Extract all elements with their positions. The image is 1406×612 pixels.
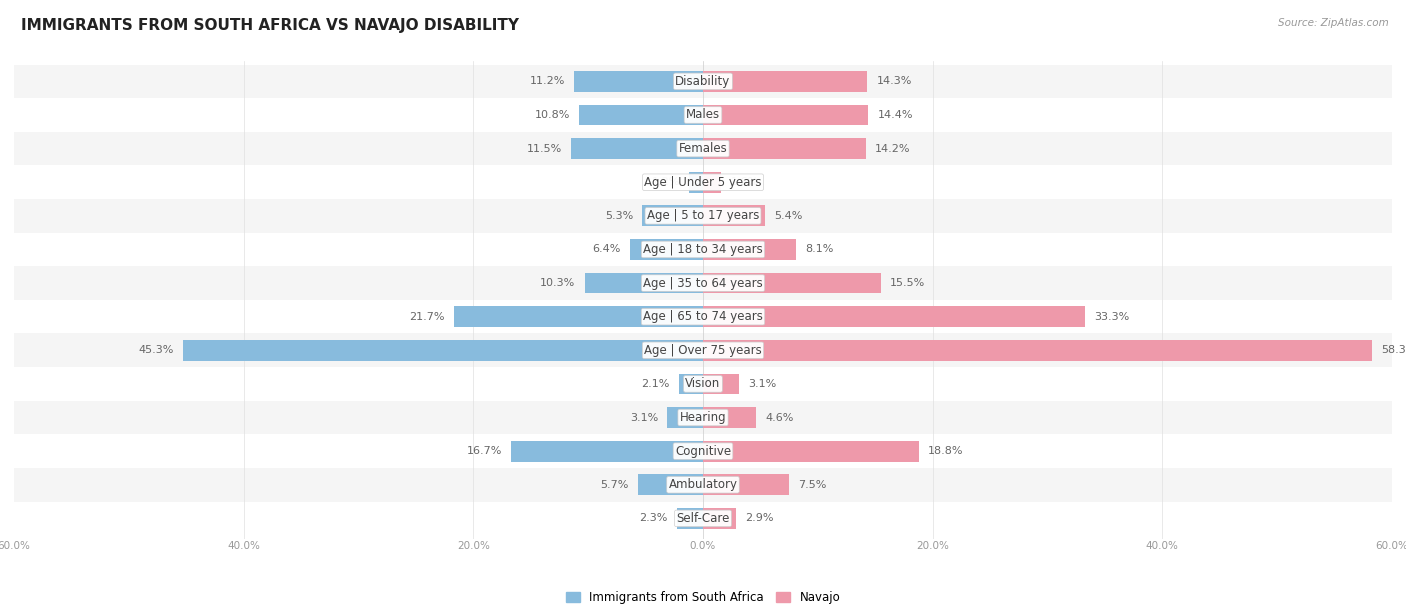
- Bar: [585, 273, 703, 294]
- Bar: [579, 105, 703, 125]
- Bar: [183, 340, 703, 360]
- Bar: [703, 71, 868, 92]
- Bar: [14, 266, 1392, 300]
- Text: 58.3%: 58.3%: [1382, 345, 1406, 356]
- Bar: [14, 468, 1392, 502]
- Bar: [703, 474, 789, 495]
- Bar: [703, 273, 882, 294]
- Text: Females: Females: [679, 142, 727, 155]
- Text: 15.5%: 15.5%: [890, 278, 925, 288]
- Text: 2.9%: 2.9%: [745, 513, 773, 523]
- Bar: [703, 306, 1085, 327]
- Text: Cognitive: Cognitive: [675, 445, 731, 458]
- Bar: [703, 508, 737, 529]
- Text: Self-Care: Self-Care: [676, 512, 730, 525]
- Text: 8.1%: 8.1%: [806, 244, 834, 255]
- Bar: [454, 306, 703, 327]
- Bar: [668, 407, 703, 428]
- Text: 11.2%: 11.2%: [530, 76, 565, 86]
- Text: 10.3%: 10.3%: [540, 278, 575, 288]
- Text: Age | 5 to 17 years: Age | 5 to 17 years: [647, 209, 759, 222]
- Text: 5.4%: 5.4%: [775, 211, 803, 221]
- Text: Age | 35 to 64 years: Age | 35 to 64 years: [643, 277, 763, 289]
- Bar: [703, 206, 765, 226]
- Text: 45.3%: 45.3%: [138, 345, 174, 356]
- Text: Age | Over 75 years: Age | Over 75 years: [644, 344, 762, 357]
- Bar: [630, 239, 703, 260]
- Text: Hearing: Hearing: [679, 411, 727, 424]
- Text: 33.3%: 33.3%: [1094, 312, 1130, 322]
- Bar: [571, 138, 703, 159]
- Bar: [575, 71, 703, 92]
- Text: 1.2%: 1.2%: [651, 177, 681, 187]
- Bar: [676, 508, 703, 529]
- Legend: Immigrants from South Africa, Navajo: Immigrants from South Africa, Navajo: [561, 586, 845, 609]
- Text: Age | Under 5 years: Age | Under 5 years: [644, 176, 762, 188]
- Text: Males: Males: [686, 108, 720, 122]
- Text: 14.3%: 14.3%: [876, 76, 911, 86]
- Bar: [14, 64, 1392, 98]
- Bar: [14, 98, 1392, 132]
- Bar: [14, 300, 1392, 334]
- Bar: [679, 373, 703, 394]
- Text: Disability: Disability: [675, 75, 731, 88]
- Text: 14.2%: 14.2%: [875, 144, 911, 154]
- Text: 5.7%: 5.7%: [600, 480, 628, 490]
- Text: 21.7%: 21.7%: [409, 312, 444, 322]
- Bar: [703, 441, 920, 461]
- Text: 5.3%: 5.3%: [605, 211, 633, 221]
- Text: 3.1%: 3.1%: [748, 379, 776, 389]
- Bar: [689, 172, 703, 193]
- Text: 14.4%: 14.4%: [877, 110, 912, 120]
- Text: 11.5%: 11.5%: [526, 144, 562, 154]
- Text: 7.5%: 7.5%: [799, 480, 827, 490]
- Text: 2.1%: 2.1%: [641, 379, 669, 389]
- Bar: [14, 165, 1392, 199]
- Bar: [703, 172, 721, 193]
- Text: 2.3%: 2.3%: [640, 513, 668, 523]
- Bar: [637, 474, 703, 495]
- Text: 1.6%: 1.6%: [731, 177, 759, 187]
- Bar: [703, 407, 756, 428]
- Text: 6.4%: 6.4%: [592, 244, 620, 255]
- Bar: [703, 373, 738, 394]
- Bar: [703, 239, 796, 260]
- Bar: [14, 334, 1392, 367]
- Bar: [14, 401, 1392, 435]
- Text: Ambulatory: Ambulatory: [668, 478, 738, 491]
- Text: 4.6%: 4.6%: [765, 412, 793, 422]
- Text: 10.8%: 10.8%: [534, 110, 569, 120]
- Text: 16.7%: 16.7%: [467, 446, 502, 456]
- Bar: [14, 435, 1392, 468]
- Text: 3.1%: 3.1%: [630, 412, 658, 422]
- Bar: [14, 199, 1392, 233]
- Bar: [643, 206, 703, 226]
- Text: Age | 65 to 74 years: Age | 65 to 74 years: [643, 310, 763, 323]
- Bar: [703, 105, 869, 125]
- Bar: [14, 233, 1392, 266]
- Bar: [703, 340, 1372, 360]
- Text: Age | 18 to 34 years: Age | 18 to 34 years: [643, 243, 763, 256]
- Text: Vision: Vision: [685, 378, 721, 390]
- Text: 18.8%: 18.8%: [928, 446, 963, 456]
- Bar: [14, 132, 1392, 165]
- Text: IMMIGRANTS FROM SOUTH AFRICA VS NAVAJO DISABILITY: IMMIGRANTS FROM SOUTH AFRICA VS NAVAJO D…: [21, 18, 519, 34]
- Bar: [14, 367, 1392, 401]
- Text: Source: ZipAtlas.com: Source: ZipAtlas.com: [1278, 18, 1389, 28]
- Bar: [14, 502, 1392, 536]
- Bar: [703, 138, 866, 159]
- Bar: [512, 441, 703, 461]
